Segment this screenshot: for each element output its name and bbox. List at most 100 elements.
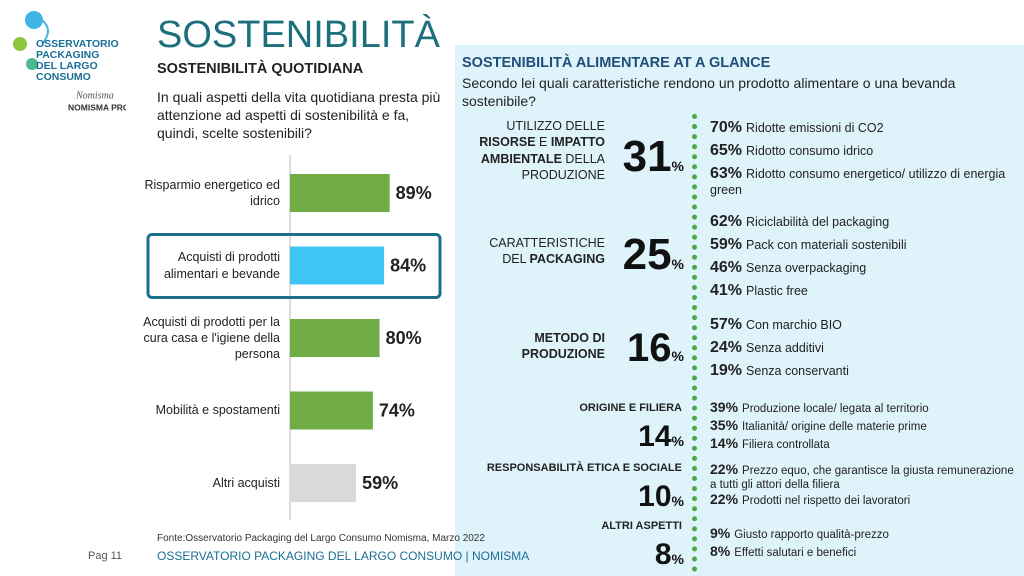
item-value: 46% xyxy=(710,259,743,276)
item-value: 65% xyxy=(710,142,743,159)
logo-line: DEL LARGO xyxy=(36,60,98,72)
item: 9% Giusto rapporto qualità-prezzo xyxy=(710,525,1015,543)
item: 63% Ridotto consumo energetico/ utilizzo … xyxy=(710,164,1015,198)
group-label-part: ORIGINE E FILIERA xyxy=(579,402,682,414)
logo: OSSERVATORIO PACKAGING DEL LARGO CONSUMO… xyxy=(13,11,126,112)
item-text: Filiera controllata xyxy=(742,439,830,451)
item-value: 39% xyxy=(710,399,739,415)
item-value: 19% xyxy=(710,362,743,379)
item: 57% Con marchio BIO xyxy=(710,315,1015,334)
group-label-part: IMPATTO AMBIENTALE xyxy=(480,135,605,166)
item-value: 59% xyxy=(710,236,743,253)
bar-value-label: 80% xyxy=(386,328,422,348)
item-text: Produzione locale/ legata al territorio xyxy=(742,403,929,415)
item-text: Prezzo equo, che garantisce la giusta re… xyxy=(710,465,1014,491)
logo-line: PACKAGING xyxy=(36,49,99,61)
bar xyxy=(290,319,380,357)
chart-title: SOSTENIBILITÀ QUOTIDIANA xyxy=(157,61,364,77)
group-share: 16% xyxy=(627,326,684,371)
dotted-divider xyxy=(692,114,697,572)
bar-value-label: 74% xyxy=(379,400,415,420)
item-text: Ridotto consumo energetico/ utilizzo di … xyxy=(710,167,1006,198)
item: 19% Senza conservanti xyxy=(710,361,1015,380)
item-text: Riciclabilità del packaging xyxy=(746,215,890,229)
group-share-unit: % xyxy=(671,158,684,174)
bar-chart: 89% Risparmio energetico ed idrico 84% Acqu… xyxy=(143,155,442,520)
group-label: ORIGINE E FILIERA xyxy=(470,401,682,415)
category-label-box: Acquisti di prodotti per la cura casa e … xyxy=(143,314,280,362)
category-label: Risparmio energetico ed idrico xyxy=(144,177,281,208)
group-share: 10% xyxy=(638,480,684,514)
bar-value-label: 59% xyxy=(362,473,398,493)
item-value: 70% xyxy=(710,119,743,136)
brand-sub: NOMISMA PRO xyxy=(68,102,126,112)
item: 8% Effetti salutari e benefici xyxy=(710,543,1015,561)
bar xyxy=(290,391,373,430)
item-value: 35% xyxy=(710,417,739,433)
logo-line: OSSERVATORIO xyxy=(36,38,119,50)
item-value: 14% xyxy=(710,435,739,451)
group-share-value: 14 xyxy=(638,420,672,453)
page-title: SOSTENIBILITÀ xyxy=(157,14,440,56)
group-share-unit: % xyxy=(671,433,684,449)
chart-question: In quali aspetti della vita quotidiana p… xyxy=(157,89,441,142)
group-share-value: 16 xyxy=(627,326,672,370)
category-label: Acquisti di prodotti per la cura casa e … xyxy=(143,314,280,362)
category-label: Altri acquisti xyxy=(212,475,280,490)
item-value: 22% xyxy=(710,461,739,477)
item-value: 8% xyxy=(710,543,731,559)
item-text: Plastic free xyxy=(746,284,808,298)
item: 46% Senza overpackaging xyxy=(710,258,1015,277)
group-share-unit: % xyxy=(671,493,684,509)
group-share-value: 25 xyxy=(622,230,672,279)
group-share: 8% xyxy=(655,538,684,572)
group-label: METODO DI PRODUZIONE xyxy=(465,330,605,363)
item: 39% Produzione locale/ legata al territor… xyxy=(710,399,1015,417)
source: Fonte:Osservatorio Packaging del Largo C… xyxy=(157,533,485,544)
group-label: RESPONSABILITÀ ETICA E SOCIALE xyxy=(470,461,682,475)
logo-line: CONSUMO xyxy=(36,71,91,83)
highlight-box xyxy=(146,233,442,299)
item: 65% Ridotto consumo idrico xyxy=(710,141,1015,160)
group-share-value: 10 xyxy=(638,480,672,513)
item-value: 22% xyxy=(710,491,739,507)
item: 35% Italianità/ origine delle materie pri… xyxy=(710,417,1015,435)
footer-org: OSSERVATORIO PACKAGING DEL LARGO CONSUMO… xyxy=(157,549,530,563)
item-value: 41% xyxy=(710,282,743,299)
group-label-part: UTILIZZO DELLE xyxy=(506,119,605,133)
item-value: 63% xyxy=(710,165,743,182)
group-label-part: DELLA PRODUZIONE xyxy=(521,151,605,182)
item-text: Senza additivi xyxy=(746,341,824,355)
category-label-box: Risparmio energetico ed idrico xyxy=(144,177,281,208)
bar-value-label: 84% xyxy=(390,255,426,275)
item: 22% Prezzo equo, che garantisce la giusta… xyxy=(710,461,1015,493)
bar xyxy=(290,246,385,285)
bar xyxy=(290,174,390,212)
group-label: UTILIZZO DELLE RISORSE E IMPATTO AMBIENT… xyxy=(465,118,605,183)
item-value: 62% xyxy=(710,213,743,230)
group-label: ALTRI ASPETTI xyxy=(520,519,682,533)
item: 59% Pack con materiali sostenibili xyxy=(710,235,1015,254)
category-label-box: Acquisti di prodotti alimentari e bevand… xyxy=(164,250,280,280)
group-share: 31% xyxy=(623,132,684,182)
item: 62% Riciclabilità del packaging xyxy=(710,212,1015,231)
group-share-unit: % xyxy=(671,551,684,567)
brand: Nomisma xyxy=(75,90,114,101)
group-share: 14% xyxy=(638,420,684,454)
group-share: 25% xyxy=(623,230,684,280)
group-label-part: RISORSE xyxy=(479,135,536,150)
item: 14% Filiera controllata xyxy=(710,435,1015,453)
group-label: CARATTERISTICHE DEL PACKAGING xyxy=(465,235,605,268)
item: 24% Senza additivi xyxy=(710,338,1015,357)
group-label-part: METODO DI PRODUZIONE xyxy=(521,331,605,362)
group-share-value: 8 xyxy=(654,538,672,571)
glance-question: Secondo lei quali caratteristiche rendon… xyxy=(462,75,956,109)
category-label: Mobilità e spostamenti xyxy=(155,403,280,418)
item-text: Con marchio BIO xyxy=(746,318,842,332)
group-label-part: RESPONSABILITÀ ETICA E SOCIALE xyxy=(486,462,682,474)
group-share-value: 31 xyxy=(622,132,672,181)
category-label-box: Mobilità e spostamenti xyxy=(155,403,280,418)
item-text: Effetti salutari e benefici xyxy=(734,547,857,559)
item-text: Prodotti nel rispetto dei lavoratori xyxy=(742,495,911,507)
